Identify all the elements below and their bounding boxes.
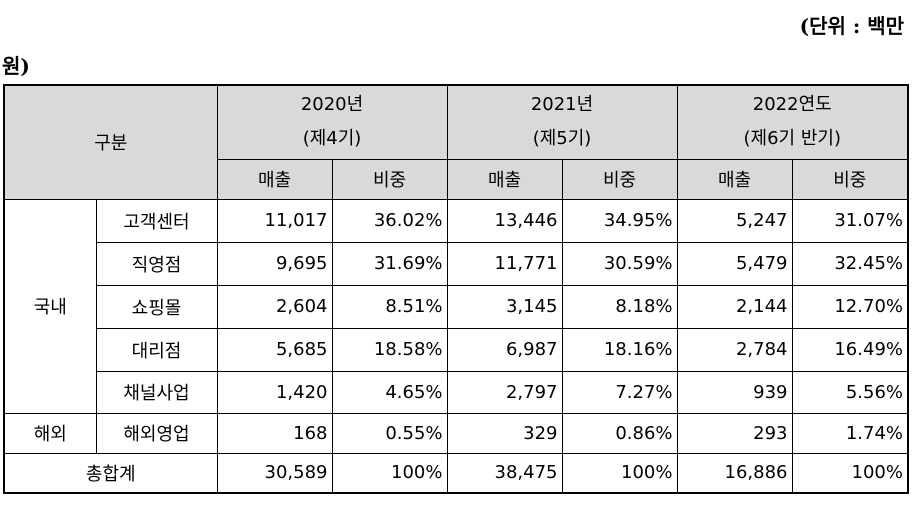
cell-value: 2,797 [446, 370, 563, 414]
cell-value: 30,589 [216, 452, 333, 494]
cell-value: 12.70% [791, 284, 909, 329]
cell-value: 11,771 [446, 241, 563, 286]
cell-value: 18.16% [561, 327, 678, 372]
row-name: 해외영업 [95, 412, 218, 454]
cell-value: 30.59% [561, 241, 678, 286]
header-year-2021: 2021년 (제5기) [446, 84, 678, 160]
cell-value: 168 [216, 412, 333, 454]
cell-value: 36.02% [331, 198, 448, 243]
cell-value: 100% [561, 452, 678, 494]
header-period: (제5기) [532, 128, 592, 150]
header-year-2020: 2020년 (제4기) [216, 84, 448, 160]
header-year: 2022연도 [752, 94, 832, 116]
cell-value: 13,446 [446, 198, 563, 243]
header-year: 2020년 [300, 94, 364, 116]
group-overseas: 해외 [3, 412, 97, 454]
cell-value: 5,247 [676, 198, 793, 243]
cell-value: 4.65% [331, 370, 448, 414]
cell-value: 329 [446, 412, 563, 454]
cell-value: 100% [791, 452, 909, 494]
row-name: 직영점 [95, 241, 218, 286]
cell-value: 3,145 [446, 284, 563, 329]
cell-value: 2,784 [676, 327, 793, 372]
header-period: (제6기 반기) [743, 128, 841, 150]
header-year: 2021년 [530, 94, 594, 116]
cell-value: 38,475 [446, 452, 563, 494]
unit-label-continued: 원) [2, 54, 30, 78]
header-year-2022: 2022연도 (제6기 반기) [676, 84, 909, 160]
row-name: 쇼핑몰 [95, 284, 218, 329]
row-name: 대리점 [95, 327, 218, 372]
table-row: 직영점 9,695 31.69% 11,771 30.59% 5,479 32.… [4, 241, 909, 286]
header-share: 비중 [561, 158, 678, 200]
cell-value: 7.27% [561, 370, 678, 414]
cell-value: 8.51% [331, 284, 448, 329]
table-row: 해외 해외영업 168 0.55% 329 0.86% 293 1.74% [3, 412, 909, 454]
cell-value: 5.56% [791, 370, 909, 414]
table-row: 쇼핑몰 2,604 8.51% 3,145 8.18% 2,144 12.70% [4, 284, 909, 329]
cell-value: 100% [331, 452, 448, 494]
header-sales: 매출 [446, 158, 563, 200]
cell-value: 11,017 [216, 198, 333, 243]
cell-value: 1,420 [216, 370, 333, 414]
header-period: (제4기) [302, 128, 362, 150]
cell-value: 16,886 [676, 452, 793, 494]
header-category: 구분 [3, 84, 218, 200]
cell-value: 5,685 [216, 327, 333, 372]
row-name: 채널사업 [95, 370, 218, 414]
cell-value: 31.69% [331, 241, 448, 286]
cell-value: 9,695 [216, 241, 333, 286]
table-row: 국내 고객센터 11,017 36.02% 13,446 34.95% 5,24… [3, 198, 909, 414]
cell-value: 6,987 [446, 327, 563, 372]
cell-value: 5,479 [676, 241, 793, 286]
header-share: 비중 [791, 158, 909, 200]
sales-table: 구분 2020년 (제4기) 2021년 (제5기) 2022연도 (제6기 반… [3, 84, 909, 494]
header-share: 비중 [331, 158, 448, 200]
table-row: 채널사업 1,420 4.65% 2,797 7.27% 939 5.56% [4, 370, 909, 414]
cell-value: 0.55% [331, 412, 448, 454]
unit-label: (단위 : 백만 [799, 14, 904, 38]
cell-value: 0.86% [561, 412, 678, 454]
cell-value: 31.07% [791, 198, 909, 243]
cell-value: 18.58% [331, 327, 448, 372]
total-label: 총합계 [3, 452, 218, 494]
header-sales: 매출 [676, 158, 793, 200]
cell-value: 32.45% [791, 241, 909, 286]
cell-value: 2,604 [216, 284, 333, 329]
row-name: 고객센터 [95, 198, 218, 243]
total-row: 총합계 30,589 100% 38,475 100% 16,886 100% [3, 452, 909, 494]
group-domestic: 국내 [3, 198, 97, 414]
cell-value: 293 [676, 412, 793, 454]
cell-value: 1.74% [791, 412, 909, 454]
cell-value: 2,144 [676, 284, 793, 329]
cell-value: 34.95% [561, 198, 678, 243]
cell-value: 16.49% [791, 327, 909, 372]
header-sales: 매출 [216, 158, 333, 200]
cell-value: 939 [676, 370, 793, 414]
table-row: 대리점 5,685 18.58% 6,987 18.16% 2,784 16.4… [4, 327, 909, 372]
cell-value: 8.18% [561, 284, 678, 329]
